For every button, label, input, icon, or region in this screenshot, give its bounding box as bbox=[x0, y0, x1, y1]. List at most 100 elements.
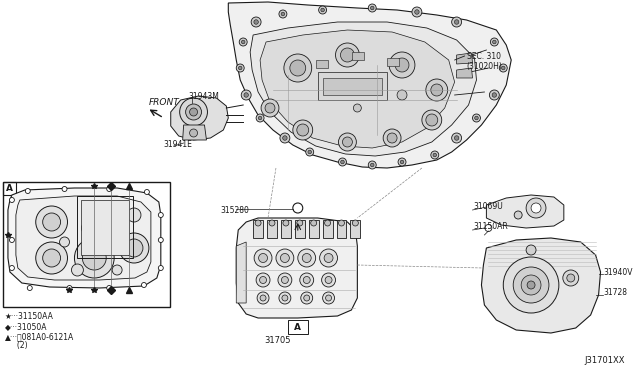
Circle shape bbox=[81, 222, 93, 234]
Circle shape bbox=[514, 211, 522, 219]
Circle shape bbox=[426, 114, 438, 126]
Circle shape bbox=[293, 203, 303, 213]
Circle shape bbox=[282, 276, 289, 283]
Circle shape bbox=[397, 90, 407, 100]
Circle shape bbox=[431, 84, 443, 96]
Circle shape bbox=[189, 108, 198, 116]
Polygon shape bbox=[250, 22, 476, 156]
Text: 31069U: 31069U bbox=[474, 202, 503, 211]
Circle shape bbox=[255, 220, 261, 226]
Polygon shape bbox=[456, 53, 472, 64]
Bar bbox=[295, 220, 305, 238]
Text: 31150AR: 31150AR bbox=[474, 222, 508, 231]
Circle shape bbox=[567, 274, 575, 282]
Text: (2): (2) bbox=[5, 341, 28, 350]
Circle shape bbox=[28, 285, 32, 291]
Polygon shape bbox=[316, 60, 328, 68]
Circle shape bbox=[279, 292, 291, 304]
Polygon shape bbox=[323, 78, 382, 95]
Circle shape bbox=[112, 265, 122, 275]
Circle shape bbox=[563, 270, 579, 286]
Circle shape bbox=[280, 253, 289, 263]
Circle shape bbox=[308, 150, 312, 154]
Circle shape bbox=[490, 38, 499, 46]
Circle shape bbox=[395, 58, 409, 72]
Circle shape bbox=[513, 267, 549, 303]
Bar bbox=[323, 220, 333, 238]
Circle shape bbox=[259, 116, 262, 120]
Circle shape bbox=[499, 64, 508, 72]
Circle shape bbox=[339, 220, 344, 226]
Circle shape bbox=[339, 133, 356, 151]
Circle shape bbox=[326, 295, 332, 301]
Circle shape bbox=[324, 253, 333, 263]
Circle shape bbox=[293, 120, 313, 140]
Polygon shape bbox=[16, 196, 151, 280]
Text: A: A bbox=[294, 323, 301, 331]
Circle shape bbox=[368, 161, 376, 169]
Polygon shape bbox=[171, 96, 228, 140]
Circle shape bbox=[371, 163, 374, 167]
Text: J31701XX: J31701XX bbox=[585, 356, 625, 365]
Circle shape bbox=[280, 133, 290, 143]
Circle shape bbox=[340, 48, 355, 62]
Circle shape bbox=[251, 17, 261, 27]
Circle shape bbox=[531, 203, 541, 213]
Polygon shape bbox=[236, 242, 246, 303]
Circle shape bbox=[415, 10, 419, 14]
Circle shape bbox=[10, 198, 14, 202]
Circle shape bbox=[383, 129, 401, 147]
Circle shape bbox=[158, 237, 163, 243]
Circle shape bbox=[127, 208, 141, 222]
Circle shape bbox=[43, 213, 61, 231]
Text: 31705: 31705 bbox=[265, 336, 291, 345]
Text: SEC. 310
(31020H): SEC. 310 (31020H) bbox=[467, 52, 502, 71]
Text: 315280: 315280 bbox=[220, 206, 249, 215]
Polygon shape bbox=[228, 2, 511, 168]
Circle shape bbox=[244, 93, 248, 97]
Circle shape bbox=[371, 6, 374, 10]
Circle shape bbox=[43, 249, 61, 267]
Circle shape bbox=[297, 220, 303, 226]
Circle shape bbox=[107, 186, 111, 192]
Circle shape bbox=[322, 273, 335, 287]
Circle shape bbox=[485, 224, 492, 231]
Circle shape bbox=[276, 249, 294, 267]
Circle shape bbox=[400, 160, 404, 164]
Polygon shape bbox=[317, 72, 387, 100]
Circle shape bbox=[74, 238, 114, 278]
Circle shape bbox=[261, 99, 279, 117]
Circle shape bbox=[503, 257, 559, 313]
Circle shape bbox=[26, 189, 30, 193]
Bar bbox=[81, 200, 129, 255]
Circle shape bbox=[282, 295, 288, 301]
Circle shape bbox=[475, 116, 478, 120]
Circle shape bbox=[301, 292, 313, 304]
Circle shape bbox=[387, 133, 397, 143]
Circle shape bbox=[303, 276, 310, 283]
Circle shape bbox=[283, 136, 287, 140]
Text: ▲···Ⓑ081A0-6121A: ▲···Ⓑ081A0-6121A bbox=[5, 332, 74, 341]
Circle shape bbox=[260, 295, 266, 301]
Circle shape bbox=[241, 40, 245, 44]
Circle shape bbox=[310, 220, 317, 226]
Circle shape bbox=[454, 136, 459, 140]
Text: 31728: 31728 bbox=[604, 288, 628, 297]
Circle shape bbox=[300, 273, 314, 287]
Circle shape bbox=[433, 153, 436, 157]
Circle shape bbox=[62, 186, 67, 192]
Circle shape bbox=[340, 160, 344, 164]
Circle shape bbox=[279, 10, 287, 18]
Polygon shape bbox=[387, 58, 399, 66]
Circle shape bbox=[256, 114, 264, 122]
Circle shape bbox=[107, 285, 111, 291]
Circle shape bbox=[284, 54, 312, 82]
Circle shape bbox=[269, 220, 275, 226]
Circle shape bbox=[325, 276, 332, 283]
Circle shape bbox=[426, 79, 448, 101]
Text: 31941E: 31941E bbox=[164, 140, 193, 149]
Polygon shape bbox=[481, 238, 600, 333]
Circle shape bbox=[72, 264, 83, 276]
Circle shape bbox=[319, 6, 326, 14]
Text: FRONT: FRONT bbox=[149, 98, 180, 107]
